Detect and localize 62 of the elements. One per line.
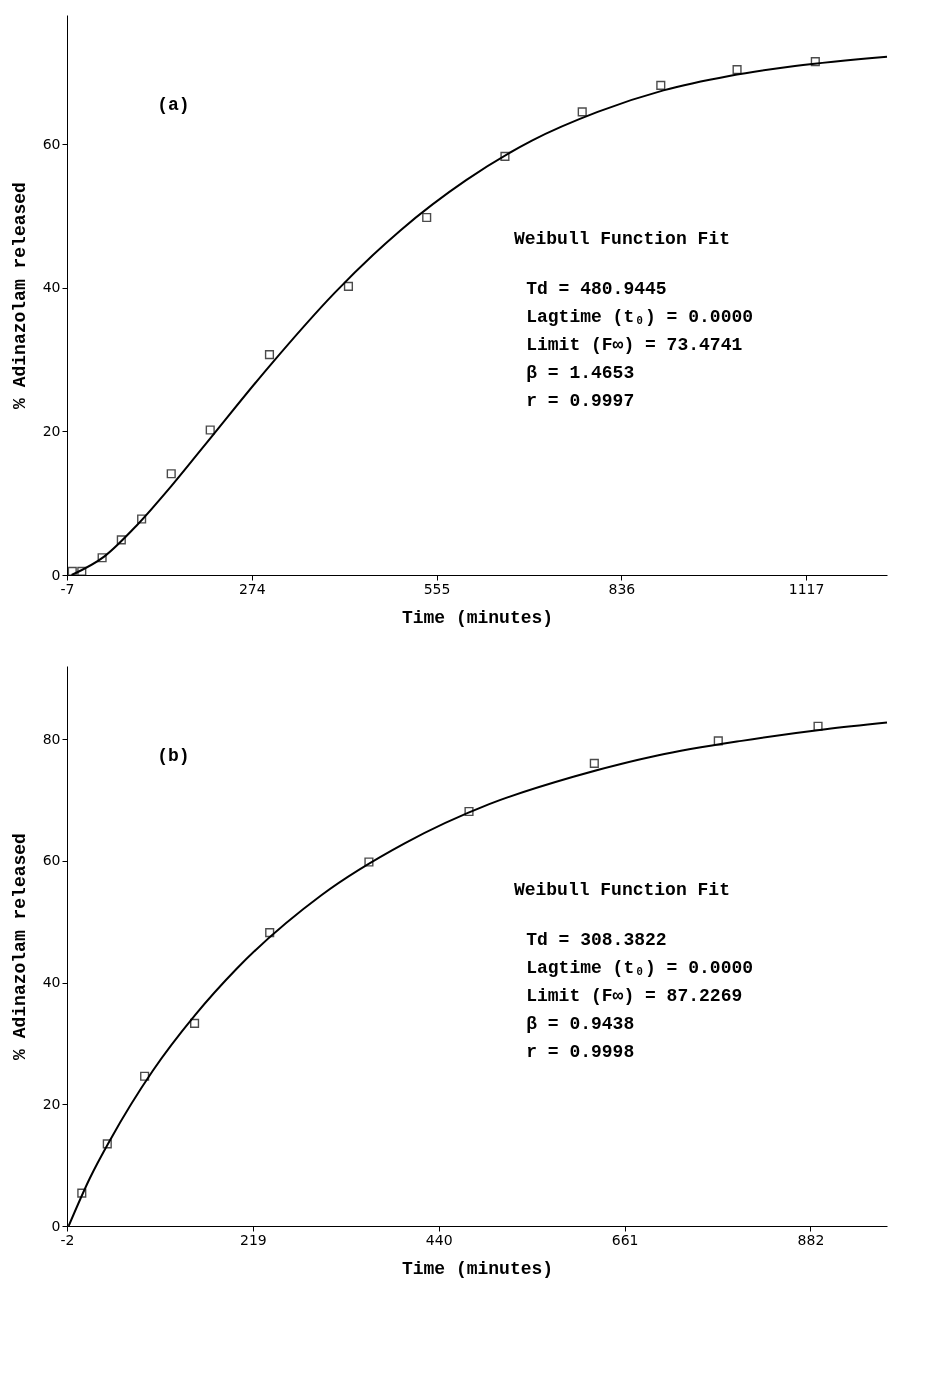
y-tick-label: 20 bbox=[42, 422, 61, 439]
y-tick-label: 0 bbox=[51, 566, 61, 583]
point bbox=[77, 1188, 87, 1198]
y-tick-label: 60 bbox=[42, 135, 61, 152]
annotation: (b) bbox=[157, 745, 190, 766]
x-tick-label: 219 bbox=[240, 1231, 267, 1248]
annotation: r = 0.9998 bbox=[526, 1042, 635, 1063]
point bbox=[732, 64, 742, 75]
x-tick-label: -7 bbox=[60, 580, 75, 597]
y-tick-label: 60 bbox=[42, 852, 61, 869]
point bbox=[713, 736, 723, 746]
x-tick-label: 274 bbox=[238, 580, 266, 597]
point bbox=[190, 1018, 200, 1028]
annotation: β = 0.9438 bbox=[526, 1014, 635, 1035]
point bbox=[364, 857, 374, 867]
annotation: Weibull Function Fit bbox=[513, 229, 730, 249]
y-tick-label: 20 bbox=[42, 1095, 61, 1112]
annotation: (a) bbox=[157, 94, 190, 115]
x-axis-title: Time (minutes) bbox=[401, 1258, 554, 1279]
point bbox=[656, 80, 666, 90]
point bbox=[137, 514, 147, 524]
point bbox=[205, 425, 215, 435]
point bbox=[577, 107, 587, 117]
point bbox=[97, 553, 107, 563]
x-tick-label: -2 bbox=[60, 1231, 75, 1248]
annotation: Lagtime (t₀) = 0.0000 bbox=[526, 307, 754, 328]
point bbox=[264, 350, 275, 360]
annotation: Limit (F∞) = 73.4741 bbox=[526, 335, 743, 356]
point bbox=[500, 151, 510, 162]
y-tick-label: 40 bbox=[42, 974, 61, 991]
point bbox=[166, 469, 176, 479]
point bbox=[77, 566, 87, 576]
y-tick-label: 80 bbox=[42, 730, 61, 747]
annotation: Td = 480.9445 bbox=[526, 279, 667, 300]
annotation: β = 1.4653 bbox=[526, 363, 635, 384]
x-axis-title: Time (minutes) bbox=[401, 607, 554, 628]
x-tick-label: 1117 bbox=[788, 580, 825, 597]
point bbox=[67, 566, 77, 576]
x-tick-label: 555 bbox=[423, 580, 451, 597]
y-axis-title: % Adinazolam released bbox=[9, 833, 30, 1060]
y-tick-label: 0 bbox=[51, 1217, 61, 1234]
y-axis-title: % Adinazolam released bbox=[9, 182, 30, 409]
point bbox=[422, 212, 432, 223]
point bbox=[589, 758, 599, 768]
point bbox=[810, 57, 820, 67]
x-tick-label: 661 bbox=[611, 1231, 639, 1248]
annotation: Lagtime (t₀) = 0.0000 bbox=[526, 958, 754, 979]
annotation: Limit (F∞) = 87.2269 bbox=[526, 986, 743, 1007]
point bbox=[813, 721, 823, 731]
x-tick-label: 836 bbox=[608, 580, 636, 597]
point bbox=[343, 281, 354, 291]
y-tick-label: 40 bbox=[42, 279, 61, 296]
x-tick-label: 440 bbox=[425, 1231, 453, 1248]
x-tick-label: 882 bbox=[797, 1231, 825, 1248]
point bbox=[265, 928, 275, 938]
annotation: Weibull Function Fit bbox=[513, 880, 730, 900]
point bbox=[102, 1139, 112, 1149]
point bbox=[116, 535, 126, 545]
point bbox=[140, 1071, 150, 1081]
annotation: r = 0.9997 bbox=[526, 391, 635, 412]
point bbox=[464, 806, 474, 817]
annotation: Td = 308.3822 bbox=[526, 930, 667, 951]
